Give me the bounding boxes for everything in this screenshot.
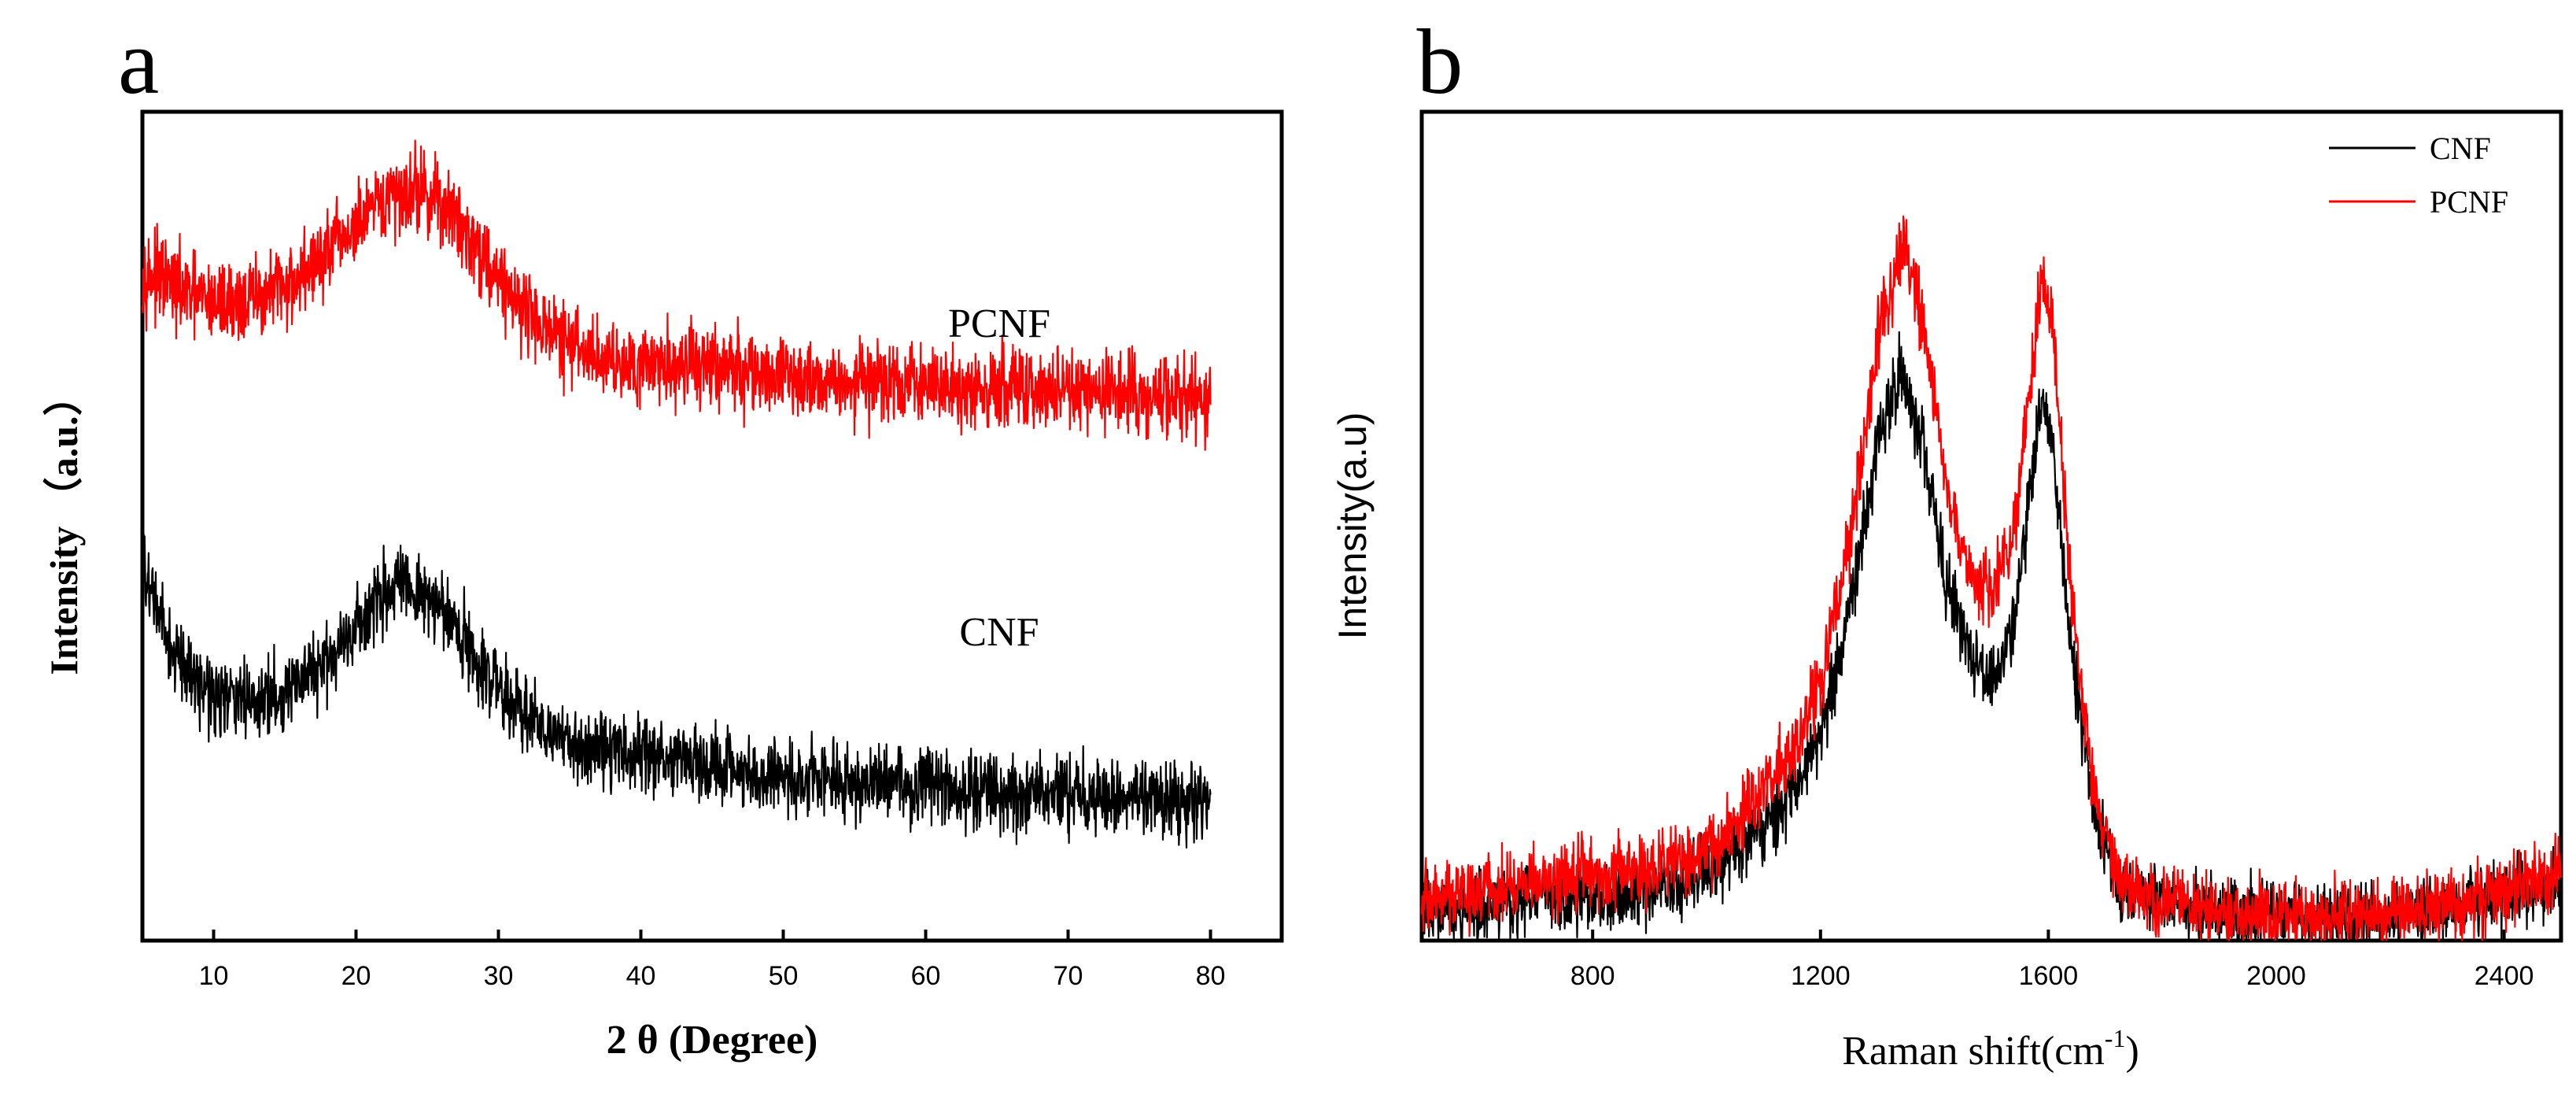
panel-b-x-axis-label: Raman shift(cm-1) xyxy=(1842,1024,2139,1074)
panel-b-x-tick-label: 1200 xyxy=(1791,961,1851,991)
panel-a-x-tick-label: 30 xyxy=(484,961,514,991)
panel-b-series-cnf xyxy=(1420,331,2563,941)
panel-b-series xyxy=(1420,215,2563,941)
panel-a-series-cnf xyxy=(141,533,1212,849)
panel-b-plot-frame xyxy=(1419,109,2563,943)
panel-a-x-axis-label: 2 θ (Degree) xyxy=(607,1018,818,1063)
panel-b-legend: CNF PCNF xyxy=(2329,131,2508,220)
panel-a-x-tick-label: 60 xyxy=(911,961,941,991)
panel-b-y-axis-label: Intensity(a.u) xyxy=(1330,412,1375,639)
panel-a-x-tick-label: 80 xyxy=(1196,961,1226,991)
panel-a-x-tick-label: 10 xyxy=(199,961,229,991)
panel-b-x-tick-label: 2400 xyxy=(2475,961,2534,991)
panel-b-letter: b xyxy=(1417,10,1463,113)
panel-a-plot-frame xyxy=(140,109,1284,943)
panel-b: b 800 1200 1600 2000 2400 CNF PCNF Raman shi… xyxy=(1330,10,2563,1074)
panel-a: a 10 20 30 40 50 60 70 80 PCNF CNF 2 θ (Degree)… xyxy=(42,10,1284,1063)
panel-a-y-axis-label: Intensity （a.u.） xyxy=(42,376,86,675)
panel-a-series-pcnf xyxy=(141,139,1212,451)
annotation-pcnf: PCNF xyxy=(948,301,1050,346)
panel-b-x-ticks: 800 1200 1600 2000 2400 xyxy=(1570,930,2534,991)
panel-b-x-tick-label: 1600 xyxy=(2019,961,2079,991)
panel-a-x-tick-label: 40 xyxy=(626,961,656,991)
panel-a-x-ticks: 10 20 30 40 50 60 70 80 xyxy=(199,930,1226,991)
panel-a-series xyxy=(141,139,1212,849)
panel-a-x-tick-label: 50 xyxy=(769,961,799,991)
panel-b-series-pcnf xyxy=(1420,215,2563,941)
legend-label-pcnf: PCNF xyxy=(2430,184,2508,220)
panel-b-x-tick-label: 800 xyxy=(1570,961,1615,991)
panel-a-x-tick-label: 20 xyxy=(341,961,371,991)
annotation-cnf: CNF xyxy=(959,610,1039,655)
legend-label-cnf: CNF xyxy=(2430,131,2491,166)
panel-a-x-tick-label: 70 xyxy=(1054,961,1083,991)
panel-a-letter: a xyxy=(118,10,159,113)
panel-b-x-tick-label: 2000 xyxy=(2246,961,2306,991)
